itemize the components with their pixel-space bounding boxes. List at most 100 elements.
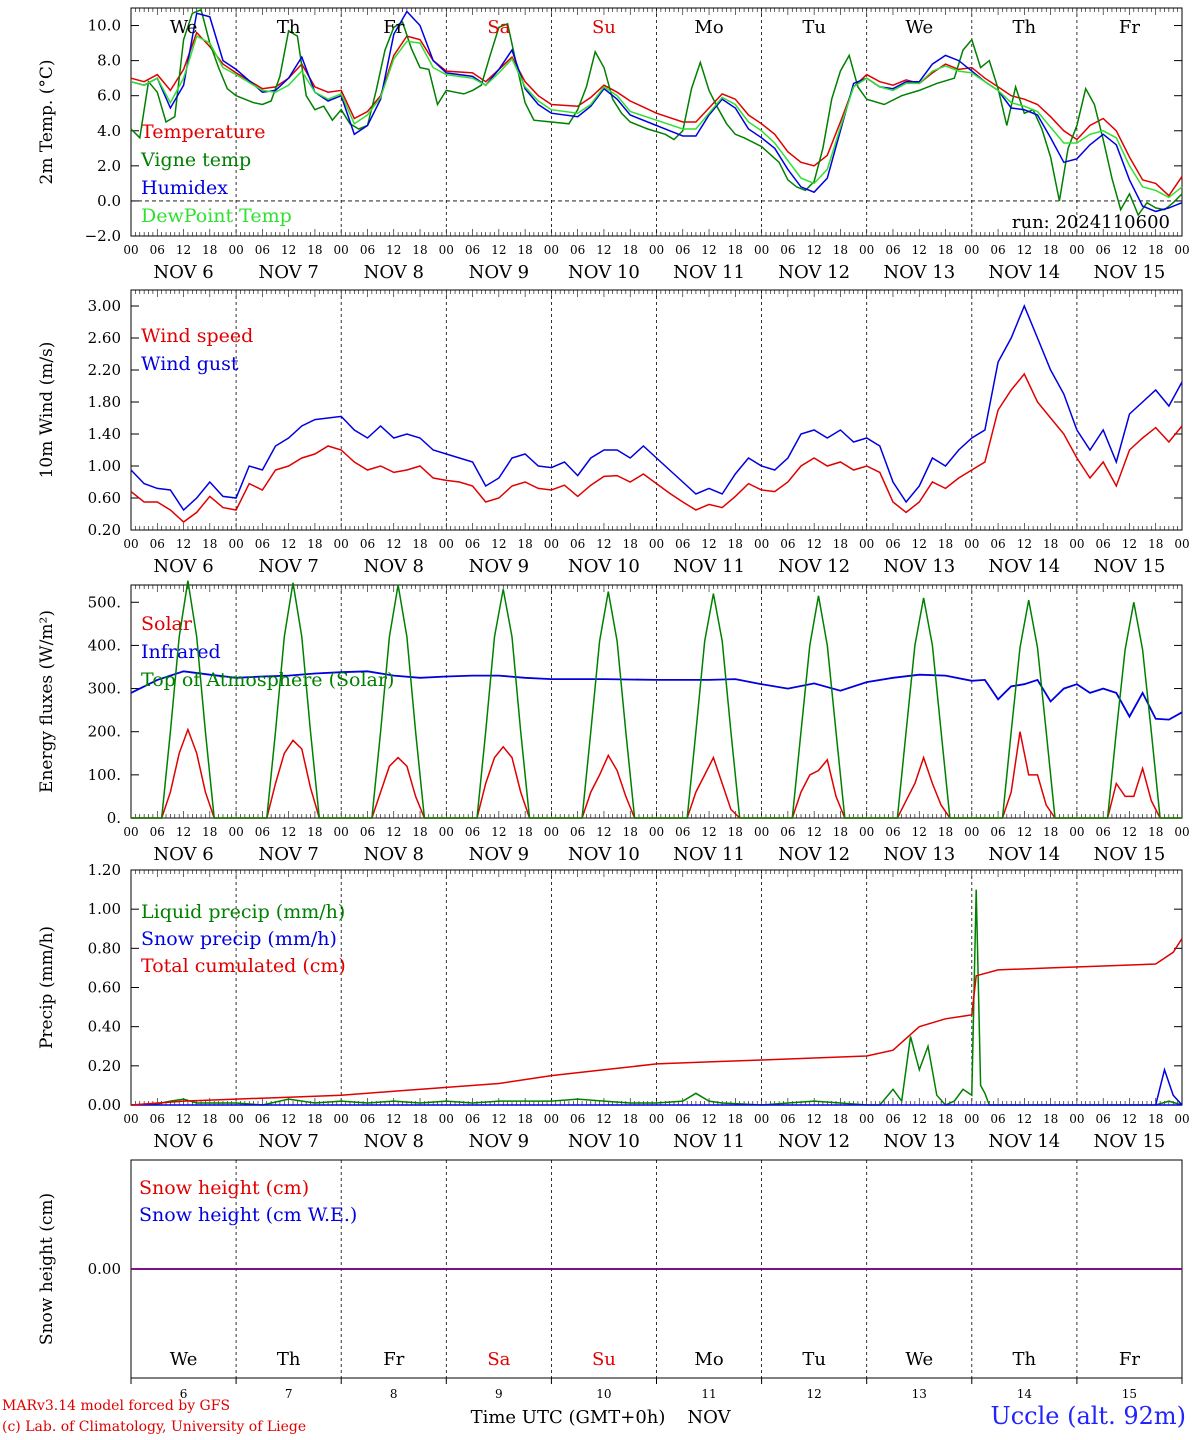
date-label: NOV 11 — [673, 844, 745, 865]
hour-tick-label: 00 — [1069, 1112, 1084, 1126]
series-line-top-of-atmosphere-solar- — [131, 580, 1182, 819]
hour-tick-label: 12 — [281, 1112, 296, 1126]
hour-tick-label: 12 — [386, 537, 401, 551]
weekday-label: Sa — [487, 17, 510, 38]
y-tick-label: 4.0 — [97, 122, 121, 140]
legend-entry: DewPoint Temp — [141, 205, 292, 227]
hour-tick-label: 00 — [228, 1112, 243, 1126]
hour-tick-label: 00 — [439, 243, 454, 257]
hour-tick-label: 00 — [123, 537, 138, 551]
hour-tick-label: 12 — [1017, 537, 1032, 551]
y-axis-label: 10m Wind (m/s) — [37, 342, 57, 479]
hour-tick-label: 12 — [701, 1112, 716, 1126]
series-line-snow-precip-mm-h- — [131, 1067, 1183, 1106]
hour-tick-label: 00 — [964, 825, 979, 839]
date-label: NOV 10 — [568, 556, 640, 577]
y-tick-label: 0.0 — [97, 192, 121, 210]
date-label: NOV 6 — [153, 844, 213, 865]
weekday-label: Su — [592, 17, 616, 38]
run-label: run: 2024110600 — [1012, 212, 1170, 233]
hour-tick-label: 06 — [150, 1112, 165, 1126]
y-tick-label: 0.00 — [88, 1260, 121, 1278]
hour-tick-label: 12 — [701, 243, 716, 257]
legend-entry: Infrared — [141, 641, 221, 663]
hour-tick-label: 18 — [202, 243, 217, 257]
y-tick-label: 0.20 — [88, 521, 121, 539]
y-tick-label: 400. — [88, 636, 121, 654]
hour-tick-label: 00 — [859, 825, 874, 839]
day-number: 14 — [1017, 1387, 1033, 1401]
hour-tick-label: 18 — [1043, 537, 1058, 551]
hour-tick-label: 12 — [807, 825, 822, 839]
y-tick-label: 1.00 — [88, 457, 121, 475]
hour-tick-label: 12 — [912, 243, 927, 257]
hour-tick-label: 06 — [570, 243, 585, 257]
date-label: NOV 7 — [258, 844, 318, 865]
day-number: 13 — [912, 1387, 927, 1401]
legend-entry: Temperature — [141, 121, 265, 143]
hour-tick-label: 18 — [412, 243, 427, 257]
hour-tick-label: 12 — [386, 825, 401, 839]
series-line-total-cumulated-cm- — [130, 938, 1183, 1106]
month-label: NOV — [687, 1407, 731, 1428]
hour-tick-label: 06 — [570, 537, 585, 551]
y-tick-label: 1.80 — [88, 393, 121, 411]
y-tick-label: 0.00 — [88, 1096, 121, 1114]
hour-tick-label: 06 — [1096, 825, 1111, 839]
weekday-label-bottom: Mo — [694, 1349, 723, 1370]
hour-tick-label: 18 — [833, 1112, 848, 1126]
hour-tick-label: 18 — [307, 537, 322, 551]
y-tick-label: −2.0 — [85, 227, 121, 245]
hour-tick-label: 06 — [885, 537, 900, 551]
hour-tick-label: 18 — [517, 537, 532, 551]
hour-tick-label: 18 — [833, 537, 848, 551]
hour-tick-label: 00 — [334, 537, 349, 551]
day-number: 7 — [285, 1387, 293, 1401]
hour-tick-label: 06 — [465, 243, 480, 257]
series-line-dewpoint-temp — [130, 35, 1183, 199]
date-label: NOV 7 — [258, 262, 318, 283]
date-label: NOV 11 — [673, 262, 745, 283]
weekday-label-bottom: Fr — [1119, 1349, 1140, 1370]
legend-entry: Wind gust — [141, 353, 239, 375]
hour-tick-label: 12 — [176, 825, 191, 839]
hour-tick-label: 12 — [807, 537, 822, 551]
hour-tick-label: 12 — [807, 243, 822, 257]
legend-entry: Top of Atmosphere (Solar) — [141, 669, 394, 691]
date-label: NOV 11 — [673, 556, 745, 577]
hour-tick-label: 18 — [728, 1112, 743, 1126]
hour-tick-label: 18 — [412, 537, 427, 551]
hour-tick-label: 00 — [123, 825, 138, 839]
hour-tick-label: 00 — [334, 1112, 349, 1126]
day-number: 10 — [596, 1387, 611, 1401]
hour-tick-label: 06 — [675, 1112, 690, 1126]
hour-tick-label: 18 — [1148, 1112, 1163, 1126]
hour-tick-label: 12 — [1017, 243, 1032, 257]
date-label: NOV 10 — [568, 1131, 640, 1152]
hour-tick-label: 12 — [1122, 825, 1137, 839]
hour-tick-label: 06 — [780, 825, 795, 839]
series-line-humidex — [130, 10, 1183, 213]
date-label: NOV 9 — [469, 262, 529, 283]
date-label: NOV 12 — [778, 1131, 850, 1152]
day-number: 11 — [701, 1387, 716, 1401]
hour-tick-label: 00 — [859, 1112, 874, 1126]
y-tick-label: 3.00 — [88, 297, 121, 315]
date-label: NOV 14 — [988, 262, 1060, 283]
date-label: NOV 9 — [469, 844, 529, 865]
hour-tick-label: 00 — [1069, 243, 1084, 257]
y-axis-label: Precip (mm/h) — [37, 926, 57, 1049]
y-tick-label: 0.60 — [88, 979, 121, 997]
hour-tick-label: 00 — [1069, 825, 1084, 839]
hour-tick-label: 18 — [202, 1112, 217, 1126]
hour-tick-label: 18 — [517, 243, 532, 257]
hour-tick-label: 06 — [465, 1112, 480, 1126]
hour-tick-label: 00 — [649, 825, 664, 839]
series-line-liquid-precip-mm-h- — [130, 889, 1183, 1106]
hour-tick-label: 06 — [990, 537, 1005, 551]
y-tick-label: 8.0 — [97, 52, 121, 70]
y-tick-label: 6.0 — [97, 87, 121, 105]
hour-tick-label: 18 — [517, 825, 532, 839]
date-label: NOV 13 — [883, 556, 955, 577]
series-line-infrared — [130, 670, 1183, 721]
